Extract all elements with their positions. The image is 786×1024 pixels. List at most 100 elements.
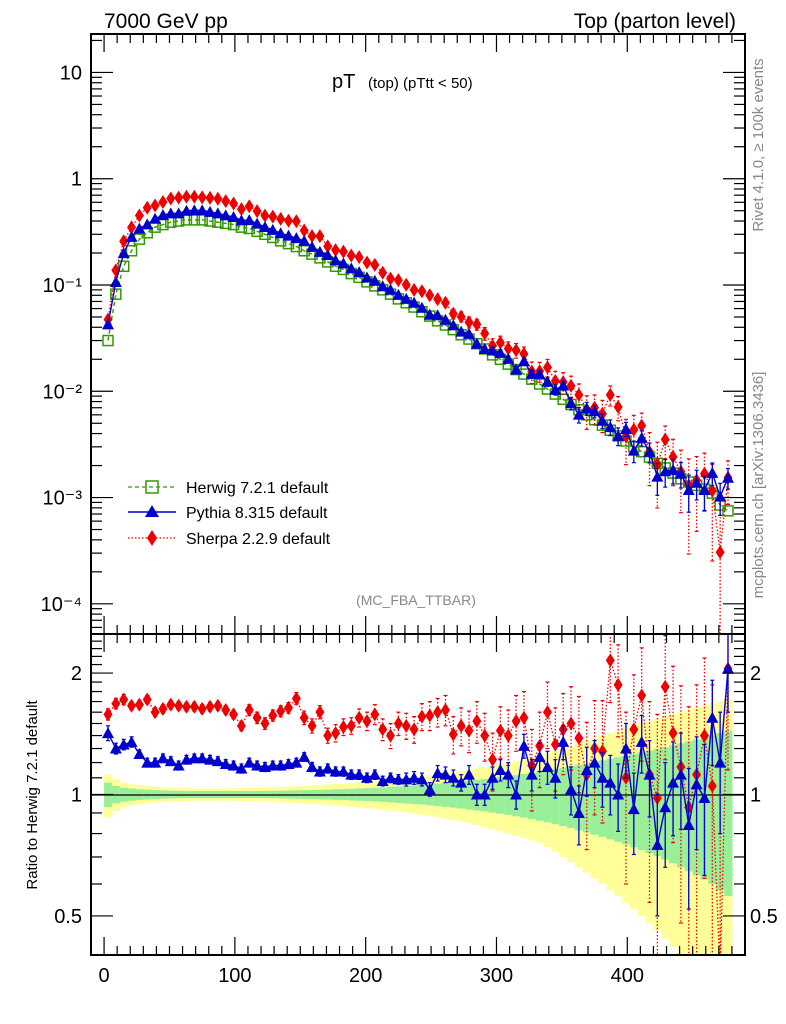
pythia-ratio-point xyxy=(549,771,562,783)
x-tick-label: 400 xyxy=(611,965,644,987)
herwig-point xyxy=(125,244,138,257)
sherpa-point xyxy=(174,190,184,205)
pythia-point xyxy=(439,313,452,325)
sherpa-ratio-point xyxy=(699,728,709,743)
pythia-point xyxy=(306,240,319,252)
sherpa-ratio-point xyxy=(119,692,129,707)
pythia-point xyxy=(164,207,177,219)
pythia-ratio-point xyxy=(659,801,672,813)
pythia-ratio-point xyxy=(219,758,232,770)
analysis-label: (MC_FBA_TTBAR) xyxy=(356,592,476,608)
x-tick-label: 0 xyxy=(99,965,110,987)
pythia-ratio-point xyxy=(517,739,530,751)
pythia-ratio-point xyxy=(313,765,326,777)
pythia-ratio-point xyxy=(149,756,162,768)
pythia-point xyxy=(321,249,334,261)
sherpa-ratio-point xyxy=(511,714,521,729)
pythia-point xyxy=(266,223,279,235)
pythia-ratio-point xyxy=(494,764,507,776)
pythia-point xyxy=(667,463,680,475)
sherpa-ratio-point xyxy=(362,714,372,729)
sherpa-point xyxy=(260,208,270,223)
sherpa-ratio-point xyxy=(134,697,144,712)
sherpa-ratio-point xyxy=(111,696,121,711)
pythia-point xyxy=(682,484,695,496)
sherpa-ratio-point xyxy=(213,698,223,713)
pythia-ratio-point xyxy=(125,735,138,747)
pythia-point xyxy=(604,421,617,433)
sherpa-point xyxy=(307,229,317,244)
pythia-point xyxy=(298,234,311,246)
sherpa-point xyxy=(566,378,576,393)
main-y-tick-labels: 10 1 10⁻¹ 10⁻² 10⁻³ 10⁻⁴ xyxy=(41,62,83,615)
sherpa-ratio-point xyxy=(331,726,341,741)
sherpa-point xyxy=(668,449,678,464)
sherpa-ratio-point xyxy=(660,679,670,694)
legend-label-herwig: Herwig 7.2.1 default xyxy=(186,480,329,497)
herwig-point xyxy=(117,260,130,273)
ratio-y-tick-labels: 2 2 1 1 0.5 0.5 xyxy=(54,663,778,928)
sherpa-ratio-point xyxy=(716,966,725,980)
pythia-point xyxy=(235,214,248,226)
sherpa-ratio-point xyxy=(519,710,529,725)
pythia-ratio-point xyxy=(619,742,632,754)
pythia-point xyxy=(510,363,523,375)
x-tick-label: 200 xyxy=(349,965,382,987)
stat-band-segment xyxy=(543,770,552,823)
pythia-point xyxy=(188,204,201,216)
pythia-ratio-point xyxy=(321,762,334,774)
sherpa-ratio-point xyxy=(440,702,450,717)
pythia-ratio-point xyxy=(109,742,122,754)
pythia-point xyxy=(345,262,358,274)
herwig-line xyxy=(107,219,729,512)
pythia-ratio-point xyxy=(478,788,491,800)
pythia-point xyxy=(117,247,130,259)
pythia-point xyxy=(612,429,625,441)
sherpa-point xyxy=(236,202,246,217)
pythia-point xyxy=(651,470,664,482)
sherpa-point xyxy=(229,196,239,211)
sherpa-ratio-point xyxy=(456,718,466,733)
pythia-point xyxy=(133,222,146,234)
legend-item-herwig: Herwig 7.2.1 default xyxy=(128,480,329,497)
sherpa-point xyxy=(433,292,443,307)
ratio-y-tick-label-right: 2 xyxy=(750,663,761,685)
pythia-point xyxy=(572,408,585,420)
pythia-ratio-point xyxy=(360,771,373,783)
pythia-point xyxy=(109,276,122,288)
pythia-ratio-point xyxy=(627,803,640,815)
pythia-point xyxy=(533,368,546,380)
pythia-point xyxy=(706,466,719,478)
pythia-ratio-point xyxy=(329,765,342,777)
stat-band-segment xyxy=(582,763,592,833)
pythia-ratio-point xyxy=(690,778,703,790)
pythia-point xyxy=(329,254,342,266)
sherpa-point xyxy=(221,194,231,209)
pythia-ratio-point xyxy=(698,792,711,804)
stat-band-segment xyxy=(520,774,529,818)
pythia-ratio-point xyxy=(525,768,538,780)
title-sub: (top) (pTtt < 50) xyxy=(368,75,473,92)
ratio-y-tick-label-left: 1 xyxy=(71,785,82,807)
ratio-ylabel: Ratio to Herwig 7.2.1 default xyxy=(24,700,41,890)
sherpa-ratio-point xyxy=(393,716,403,731)
sherpa-ratio-point xyxy=(174,698,184,713)
pythia-point xyxy=(580,402,593,414)
pythia-ratio-point xyxy=(290,756,303,768)
pythia-ratio-point xyxy=(188,752,201,764)
sherpa-point xyxy=(629,422,639,437)
pythia-ratio-point xyxy=(651,838,664,850)
sherpa-ratio-point xyxy=(409,722,419,737)
sherpa-point xyxy=(370,257,380,272)
pythia-ratio-point xyxy=(227,759,240,771)
sherpa-point xyxy=(354,250,364,265)
pythia-point xyxy=(698,484,711,496)
sherpa-point xyxy=(166,191,176,206)
pythia-point xyxy=(290,232,303,244)
ratio-y-tick-label-left: 2 xyxy=(71,663,82,685)
sherpa-ratio-point xyxy=(386,728,396,743)
pythia-point xyxy=(125,230,138,242)
pythia-point xyxy=(690,476,703,488)
sherpa-ratio-point xyxy=(315,705,325,720)
sherpa-ratio-point xyxy=(252,710,262,725)
